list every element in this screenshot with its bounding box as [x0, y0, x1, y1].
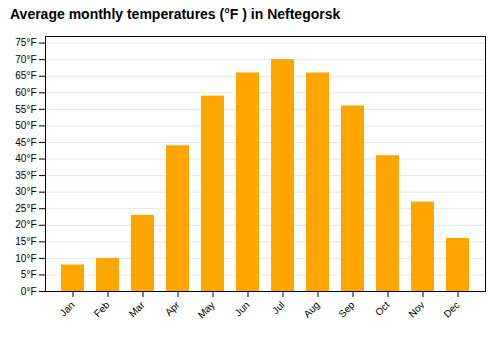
svg-text:Apr: Apr — [163, 299, 182, 318]
svg-text:75°F: 75°F — [15, 37, 36, 48]
svg-text:45°F: 45°F — [15, 137, 36, 148]
svg-text:30°F: 30°F — [15, 186, 36, 197]
svg-text:60°F: 60°F — [15, 87, 36, 98]
svg-text:Nov: Nov — [406, 299, 426, 319]
svg-text:Jun: Jun — [232, 299, 251, 318]
svg-text:Mar: Mar — [127, 299, 147, 319]
svg-text:Jul: Jul — [270, 299, 287, 316]
svg-text:55°F: 55°F — [15, 104, 36, 115]
svg-text:65°F: 65°F — [15, 70, 36, 81]
html-text:Average monthly temperatures (: Average monthly temperatures (°F ) in Ne… — [10, 6, 341, 22]
svg-text:5°F: 5°F — [21, 269, 37, 280]
svg-text:10°F: 10°F — [15, 253, 36, 264]
svg-text:20°F: 20°F — [15, 219, 36, 230]
svg-text:40°F: 40°F — [15, 153, 36, 164]
svg-text:35°F: 35°F — [15, 170, 36, 181]
svg-text:70°F: 70°F — [15, 54, 36, 65]
svg-text:Feb: Feb — [92, 299, 112, 319]
svg-text:25°F: 25°F — [15, 203, 36, 214]
svg-text:Aug: Aug — [301, 299, 321, 319]
svg-text:50°F: 50°F — [15, 120, 36, 131]
svg-text:Dec: Dec — [441, 299, 461, 319]
svg-text:0°F: 0°F — [21, 286, 37, 297]
svg-text:Oct: Oct — [373, 299, 392, 318]
svg-text:May: May — [196, 299, 217, 320]
svg-text:15°F: 15°F — [15, 236, 36, 247]
svg-text:Sep: Sep — [336, 299, 357, 320]
svg-text:Jan: Jan — [57, 299, 76, 318]
